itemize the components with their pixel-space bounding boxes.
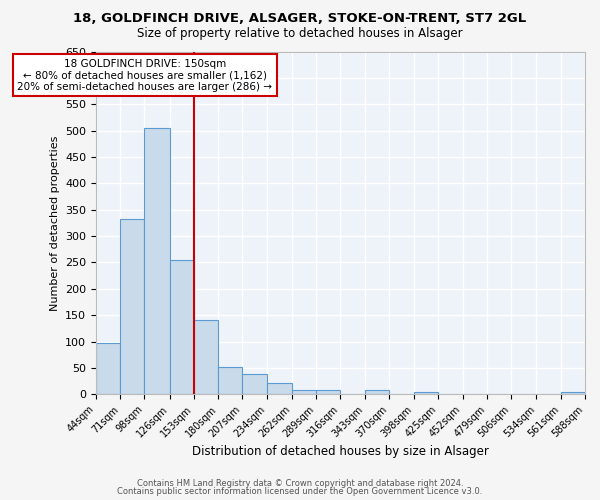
Y-axis label: Number of detached properties: Number of detached properties [50,135,59,310]
Bar [267,383,292,394]
Bar [218,367,242,394]
Bar [170,260,194,394]
Text: Size of property relative to detached houses in Alsager: Size of property relative to detached ho… [137,28,463,40]
Bar [120,219,145,394]
Text: 18 GOLDFINCH DRIVE: 150sqm
← 80% of detached houses are smaller (1,162)
20% of s: 18 GOLDFINCH DRIVE: 150sqm ← 80% of deta… [17,58,272,92]
Bar [96,343,120,394]
Text: Contains public sector information licensed under the Open Government Licence v3: Contains public sector information licen… [118,487,482,496]
Bar [242,374,267,394]
Bar [194,320,218,394]
Bar [414,392,439,394]
X-axis label: Distribution of detached houses by size in Alsager: Distribution of detached houses by size … [192,444,489,458]
Text: Contains HM Land Registry data © Crown copyright and database right 2024.: Contains HM Land Registry data © Crown c… [137,478,463,488]
Bar [561,392,585,394]
Text: 18, GOLDFINCH DRIVE, ALSAGER, STOKE-ON-TRENT, ST7 2GL: 18, GOLDFINCH DRIVE, ALSAGER, STOKE-ON-T… [73,12,527,26]
Bar [145,128,170,394]
Bar [316,390,340,394]
Bar [292,390,316,394]
Bar [365,390,389,394]
